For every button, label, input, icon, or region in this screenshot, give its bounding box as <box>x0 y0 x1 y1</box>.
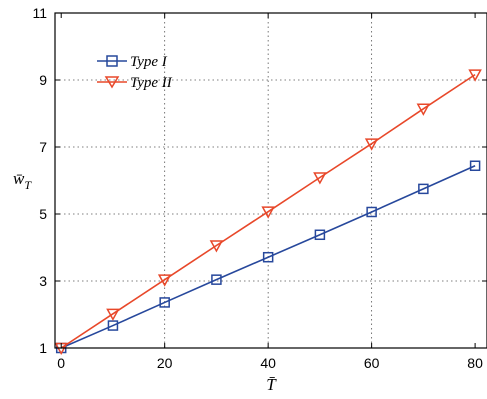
data-point-triangle <box>313 172 327 185</box>
y-tick-label: 9 <box>39 72 47 88</box>
data-point-square <box>314 229 326 241</box>
data-point-triangle <box>106 308 120 321</box>
x-axis-label: T̄ <box>266 375 277 394</box>
data-point-square <box>159 297 170 308</box>
legend-label-type-1: Type I <box>130 54 168 70</box>
data-point-square <box>211 274 222 285</box>
series-line-2 <box>60 73 476 349</box>
legend-marker-triangle <box>104 76 120 89</box>
y-tick-label: 3 <box>39 273 47 289</box>
data-point-triangle <box>261 206 275 219</box>
legend-marker-square <box>106 55 118 67</box>
x-tick-label: 0 <box>57 355 65 371</box>
series-line-1 <box>60 165 476 349</box>
data-point-square <box>366 206 377 218</box>
x-tick-label: 40 <box>260 355 276 371</box>
legend-label-type-2: Type II <box>130 75 173 91</box>
y-tick-label: 1 <box>39 340 47 356</box>
plot-frame <box>54 12 487 349</box>
data-point-triangle <box>416 103 431 116</box>
x-tick-label: 60 <box>364 355 380 371</box>
data-point-square <box>262 251 274 263</box>
y-tick-label: 11 <box>32 5 47 21</box>
y-tick-label: 7 <box>39 139 47 155</box>
grid-lines <box>55 13 487 348</box>
y-axis-label-base: w̄ <box>13 169 25 188</box>
y-tick-label: 5 <box>39 206 47 222</box>
data-point-triangle <box>364 138 379 151</box>
data-point-triangle <box>157 274 172 287</box>
series-layer <box>54 69 482 356</box>
y-axis-label: w̄T <box>13 169 32 192</box>
legend: Type I Type II <box>97 54 173 91</box>
data-point-square <box>418 183 429 195</box>
data-point-triangle <box>209 240 224 253</box>
data-point-triangle <box>468 69 482 82</box>
data-point-square <box>469 160 481 172</box>
data-point-square <box>107 320 119 331</box>
x-tick-label: 20 <box>157 355 173 371</box>
x-tick-label: 80 <box>467 355 483 371</box>
axis-ticks: 1 3 5 7 9 11 0 20 40 60 80 <box>32 5 487 371</box>
y-axis-label-sub: T <box>24 178 32 192</box>
